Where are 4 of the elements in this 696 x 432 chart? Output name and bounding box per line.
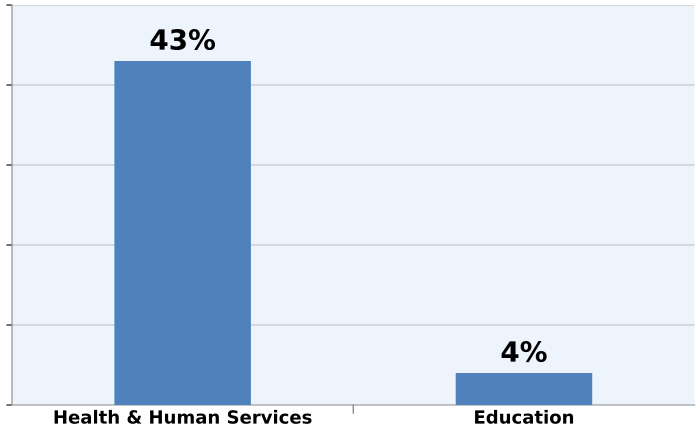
x-tick-label: Health & Human Services <box>54 410 312 424</box>
data-label: 4% <box>502 341 547 362</box>
data-label: 43% <box>150 29 216 50</box>
x-tick-label: Education <box>475 410 574 424</box>
